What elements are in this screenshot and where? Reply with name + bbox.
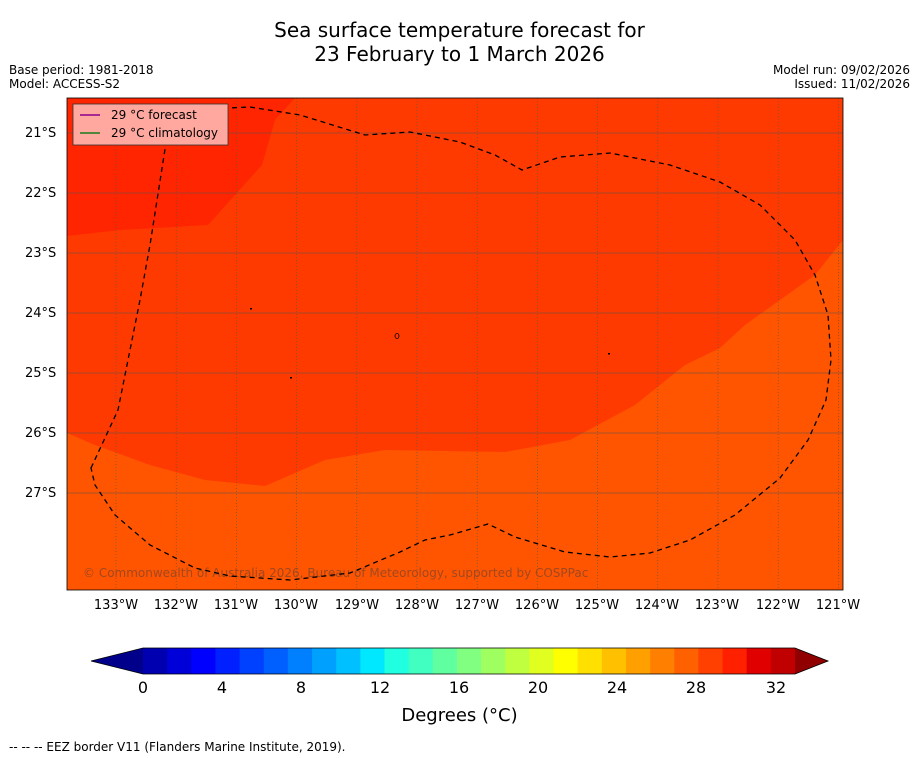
island-marker bbox=[394, 333, 400, 339]
colorbar bbox=[90, 647, 830, 675]
map-title: Sea surface temperature forecast for 23 … bbox=[0, 18, 919, 66]
model-run: Model run: 09/02/2026 bbox=[772, 63, 910, 77]
legend-climatology-label: 29 °C climatology bbox=[111, 126, 218, 140]
lon-label: 131°W bbox=[213, 598, 259, 613]
copyright-text: © Commonwealth of Australia 2026, Bureau… bbox=[83, 566, 588, 580]
colorbar-segment bbox=[529, 648, 555, 674]
lat-label: 27°S bbox=[25, 486, 57, 501]
lon-label: 133°W bbox=[93, 598, 139, 613]
colorbar-min-extend bbox=[91, 648, 143, 674]
colorbar-segment bbox=[481, 648, 506, 674]
colorbar-tick: 8 bbox=[295, 678, 307, 697]
lon-label: 122°W bbox=[755, 598, 801, 613]
colorbar-tick: 12 bbox=[369, 678, 391, 697]
colorbar-outline bbox=[90, 647, 830, 675]
lat-label: 24°S bbox=[25, 306, 57, 321]
sst-field: © Commonwealth of Australia 2026, Bureau… bbox=[67, 98, 843, 590]
colorbar-segment bbox=[312, 648, 337, 674]
colorbar-segment bbox=[432, 648, 458, 674]
colorbar-segment bbox=[553, 648, 579, 674]
title-line-2: 23 February to 1 March 2026 bbox=[314, 42, 605, 66]
colorbar-segment bbox=[215, 648, 241, 674]
lon-label: 123°W bbox=[694, 598, 740, 613]
colorbar-segment bbox=[167, 648, 192, 674]
lon-label: 130°W bbox=[273, 598, 319, 613]
lat-label: 26°S bbox=[25, 426, 57, 441]
colorbar-segment bbox=[263, 648, 289, 674]
colorbar-segment bbox=[746, 648, 772, 674]
legend-forecast-label: 29 °C forecast bbox=[111, 108, 197, 122]
island-marker bbox=[290, 377, 292, 379]
colorbar-segment bbox=[384, 648, 410, 674]
colorbar-segment bbox=[191, 648, 216, 674]
colorbar-segment bbox=[360, 648, 385, 674]
colorbar-segment bbox=[239, 648, 265, 674]
colorbar-segment bbox=[625, 648, 651, 674]
colorbar-segment bbox=[577, 648, 603, 674]
lon-label: 126°W bbox=[514, 598, 560, 613]
lat-label: 21°S bbox=[25, 126, 57, 141]
colorbar-segment bbox=[722, 648, 748, 674]
map-frame bbox=[66, 97, 844, 591]
colorbar-title: Degrees (°C) bbox=[401, 705, 518, 726]
title-line-1: Sea surface temperature forecast for bbox=[274, 18, 645, 42]
footer-note: -- -- -- EEZ border V11 (Flanders Marine… bbox=[9, 740, 346, 754]
colorbar-tick: 0 bbox=[137, 678, 149, 697]
lon-label: 127°W bbox=[454, 598, 500, 613]
colorbar-segment bbox=[698, 648, 724, 674]
colorbar-segment bbox=[143, 648, 168, 674]
colorbar-tick: 20 bbox=[527, 678, 549, 697]
base-period: Base period: 1981-2018 bbox=[9, 63, 154, 77]
meta-right: Model run: 09/02/2026 Issued: 11/02/2026 bbox=[773, 63, 910, 91]
colorbar-segment bbox=[408, 648, 434, 674]
lon-label: 124°W bbox=[634, 598, 680, 613]
colorbar-segment bbox=[336, 648, 361, 674]
lat-label: 25°S bbox=[25, 366, 57, 381]
lon-label: 129°W bbox=[334, 598, 380, 613]
legend-box: 29 °C forecast 29 °C climatology bbox=[72, 103, 229, 146]
meta-left: Base period: 1981-2018 Model: ACCESS-S2 bbox=[9, 63, 154, 91]
island-marker bbox=[250, 308, 252, 310]
colorbar-tick: 28 bbox=[685, 678, 707, 697]
colorbar-segment bbox=[650, 648, 675, 674]
island-marker bbox=[608, 353, 610, 355]
eez-border bbox=[90, 106, 832, 581]
colorbar-segment bbox=[456, 648, 482, 674]
lon-label: 128°W bbox=[394, 598, 440, 613]
colorbar-segment bbox=[674, 648, 699, 674]
colorbar-segment bbox=[770, 648, 796, 674]
lon-label: 121°W bbox=[815, 598, 861, 613]
region-28-29 bbox=[67, 98, 843, 486]
colorbar-tick: 24 bbox=[606, 678, 628, 697]
lat-label: 23°S bbox=[25, 246, 57, 261]
colorbar-segment bbox=[601, 648, 627, 674]
colorbar-tick: 16 bbox=[448, 678, 470, 697]
lat-label: 22°S bbox=[25, 186, 57, 201]
colorbar-max-extend bbox=[795, 648, 828, 674]
graticule bbox=[67, 98, 843, 590]
lon-label: 125°W bbox=[574, 598, 620, 613]
model-name: Model: ACCESS-S2 bbox=[9, 77, 121, 91]
colorbar-segment bbox=[505, 648, 530, 674]
colorbar-tick: 32 bbox=[765, 678, 787, 697]
legend-background bbox=[72, 103, 229, 146]
colorbar-segment bbox=[287, 648, 313, 674]
issued-date: Issued: 11/02/2026 bbox=[794, 77, 910, 91]
lon-label: 132°W bbox=[153, 598, 199, 613]
colorbar-tick: 4 bbox=[216, 678, 228, 697]
